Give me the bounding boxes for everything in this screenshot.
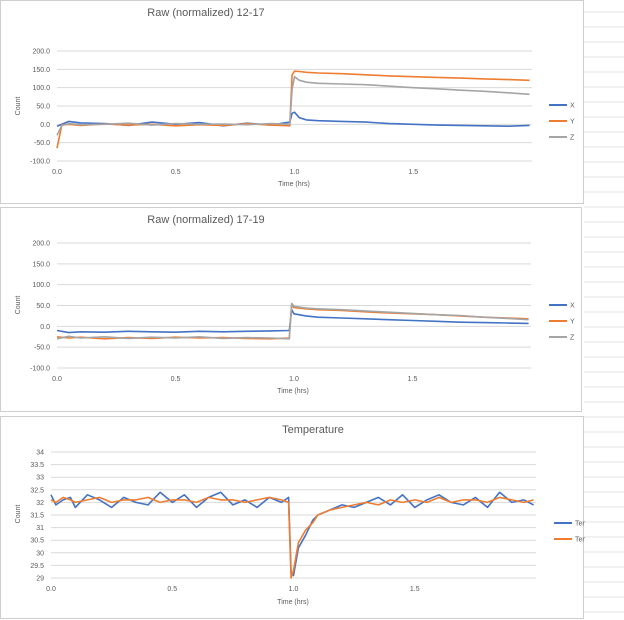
x-tick-label: 1.0: [289, 586, 299, 593]
chart-title: Raw (normalized) 17-19: [147, 214, 264, 226]
x-tick-label: 1.0: [289, 376, 299, 383]
x-tick-label: 0.5: [171, 169, 181, 176]
x-tick-label: 0.0: [52, 376, 62, 383]
y-tick-label: -50.0: [34, 345, 50, 352]
legend-label: Temp 17-19: [575, 537, 585, 544]
series-line-x: [56, 308, 529, 334]
x-axis-title: Time (hrs): [277, 388, 309, 395]
chart-temperature[interactable]: Temperature 29 29.5 30 30.5 31 31.5 32 32.5 33 33.…: [0, 416, 585, 619]
x-tick-label: 1.5: [408, 169, 418, 176]
y-tick-label: 0.0: [40, 324, 50, 331]
y-tick-label: 50.0: [36, 104, 50, 111]
y-tick-label: -50.0: [34, 140, 50, 147]
chart-raw-12-17-svg: Raw (normalized) 12-17 -100.0 -50.0 0.0 50.0…: [15, 7, 575, 188]
x-tick-label: 0.0: [52, 169, 62, 176]
y-axis-title: Count: [15, 296, 22, 315]
y-tick-label: 29: [36, 576, 44, 583]
legend-label: Z: [570, 135, 575, 142]
y-tick-label: 50.0: [36, 303, 50, 310]
y-axis-title: Count: [15, 505, 22, 524]
x-tick-label: 0.0: [46, 586, 56, 593]
legend-label: X: [570, 303, 575, 310]
y-tick-label: 100.0: [32, 282, 50, 289]
x-axis-title: Time (hrs): [278, 181, 310, 188]
x-tick-label: 0.5: [171, 376, 181, 383]
series-line-z: [56, 302, 529, 340]
legend-label: Z: [570, 335, 575, 342]
legend-label: Y: [570, 319, 575, 326]
y-tick-label: 150.0: [32, 67, 50, 74]
y-tick-label: 200.0: [32, 49, 50, 56]
y-tick-label: 0.0: [40, 122, 50, 129]
chart-title: Temperature: [282, 424, 344, 436]
y-tick-label: 100.0: [32, 85, 50, 92]
series-line-temp-12-17: [50, 491, 534, 577]
series-line-z: [56, 75, 530, 136]
y-tick-label: 29.5: [30, 563, 44, 570]
legend-label: X: [570, 103, 575, 110]
y-tick-label: 31.5: [30, 513, 44, 520]
y-axis-title: Count: [15, 97, 22, 116]
legend-label: Temp 12-17: [575, 521, 585, 528]
y-tick-label: 30: [36, 550, 44, 557]
y-tick-label: 33.5: [30, 462, 44, 469]
x-tick-label: 1.5: [410, 586, 420, 593]
y-tick-label: 34: [36, 450, 44, 457]
chart-raw-12-17[interactable]: Raw (normalized) 12-17 -100.0 -50.0 0.0 50.0…: [0, 0, 584, 204]
y-tick-label: 200.0: [32, 241, 50, 248]
chart-title: Raw (normalized) 12-17: [147, 7, 264, 19]
y-tick-label: -100.0: [30, 366, 50, 373]
y-tick-label: 32: [36, 500, 44, 507]
y-tick-label: 33: [36, 475, 44, 482]
chart-raw-17-19[interactable]: Raw (normalized) 17-19 -100.0 -50.0 0.0 50.0…: [0, 207, 582, 412]
y-tick-label: 150.0: [32, 261, 50, 268]
chart-raw-17-19-svg: Raw (normalized) 17-19 -100.0 -50.0 0.0 50.0…: [15, 214, 575, 395]
y-tick-label: -100.0: [30, 159, 50, 166]
legend-label: Y: [570, 119, 575, 126]
x-tick-label: 0.5: [167, 586, 177, 593]
x-tick-label: 1.5: [408, 376, 418, 383]
series-line-temp-17-19: [50, 496, 534, 579]
y-tick-label: 32.5: [30, 487, 44, 494]
x-tick-label: 1.0: [290, 169, 300, 176]
y-tick-label: 31: [36, 525, 44, 532]
x-axis-title: Time (hrs): [277, 599, 309, 606]
chart-temperature-svg: Temperature 29 29.5 30 30.5 31 31.5 32 32.5 33 33.…: [15, 424, 585, 606]
y-tick-label: 30.5: [30, 538, 44, 545]
